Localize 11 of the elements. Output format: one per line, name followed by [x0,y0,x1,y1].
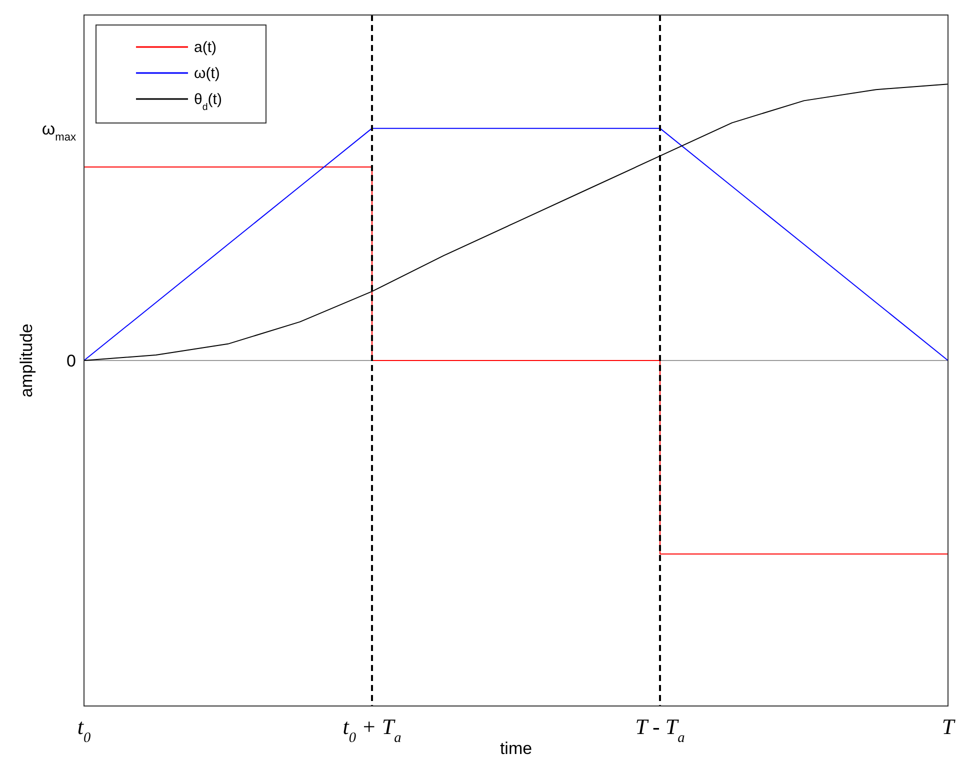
x-tick-label: t$_{0}$ + T$_{a}$ [342,714,402,746]
legend-label: a(t) [194,39,217,56]
x-tick-label: t$_{0}$ [77,714,91,746]
x-tick-label: T [942,714,956,739]
x-tick-label: T - T$_{a}$ [635,714,685,746]
legend-label: θ$_{d}$(t) [194,91,222,112]
x-axis-title: time [500,739,532,758]
legend-label: ω(t) [194,65,220,82]
text: ω$_{max}$ [42,119,76,144]
y-axis-title: amplitude [17,324,36,398]
text: 0 [66,352,76,370]
